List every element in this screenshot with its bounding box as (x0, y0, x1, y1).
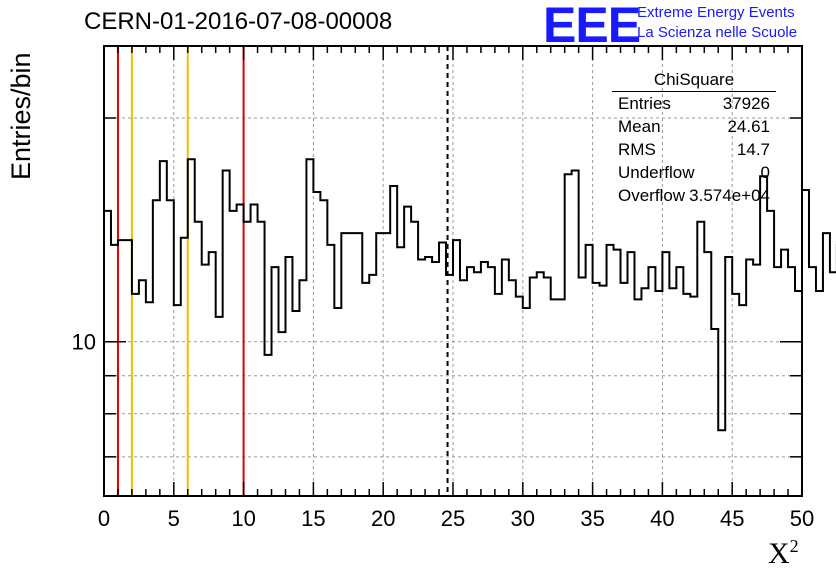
logo-line-2: La Scienza nelle Scuole (637, 24, 798, 41)
marker-lines (116, 46, 449, 496)
axis-ticks (103, 46, 803, 496)
stats-value: 0 (760, 163, 770, 182)
stats-key: Overflow (618, 186, 686, 205)
logo-line-1: Extreme Energy Events (637, 4, 795, 21)
x-tick-label: 45 (720, 506, 744, 531)
x-tick-label: 0 (98, 506, 110, 531)
x-tick-label: 30 (511, 506, 535, 531)
stats-value: 37926 (722, 94, 770, 113)
x-tick-label: 50 (790, 506, 814, 531)
stats-key: Underflow (618, 163, 695, 182)
x-tick-label: 15 (301, 506, 325, 531)
x-axis-label-base: X (768, 537, 790, 570)
tick-labels: 0 5 10 15 20 25 30 35 40 45 50 10 (72, 330, 815, 531)
y-axis-label: Entries/bin (6, 52, 36, 180)
x-tick-label: 25 (441, 506, 465, 531)
stats-key: Entries (618, 94, 671, 113)
chart-title: CERN-01-2016-07-08-00008 (84, 8, 393, 35)
x-tick-label: 20 (371, 506, 395, 531)
stats-value: 24.61 (727, 117, 770, 136)
x-tick-label: 35 (580, 506, 604, 531)
stats-value: 3.574e+04 (689, 186, 770, 205)
eee-logo: EEE (543, 0, 641, 53)
x-tick-label: 5 (168, 506, 180, 531)
x-tick-label: 40 (650, 506, 674, 531)
stats-box-title: ChiSquare (653, 70, 735, 89)
x-axis-label-sup: 2 (789, 536, 799, 556)
x-axis-label: X2 (768, 536, 799, 571)
x-tick-label: 10 (231, 506, 255, 531)
stats-key: RMS (618, 140, 656, 159)
y-tick-label: 10 (72, 330, 96, 355)
stats-key: Mean (618, 117, 661, 136)
stats-value: 14.7 (736, 140, 770, 159)
histogram-line (104, 158, 836, 432)
stats-separator (612, 91, 776, 92)
